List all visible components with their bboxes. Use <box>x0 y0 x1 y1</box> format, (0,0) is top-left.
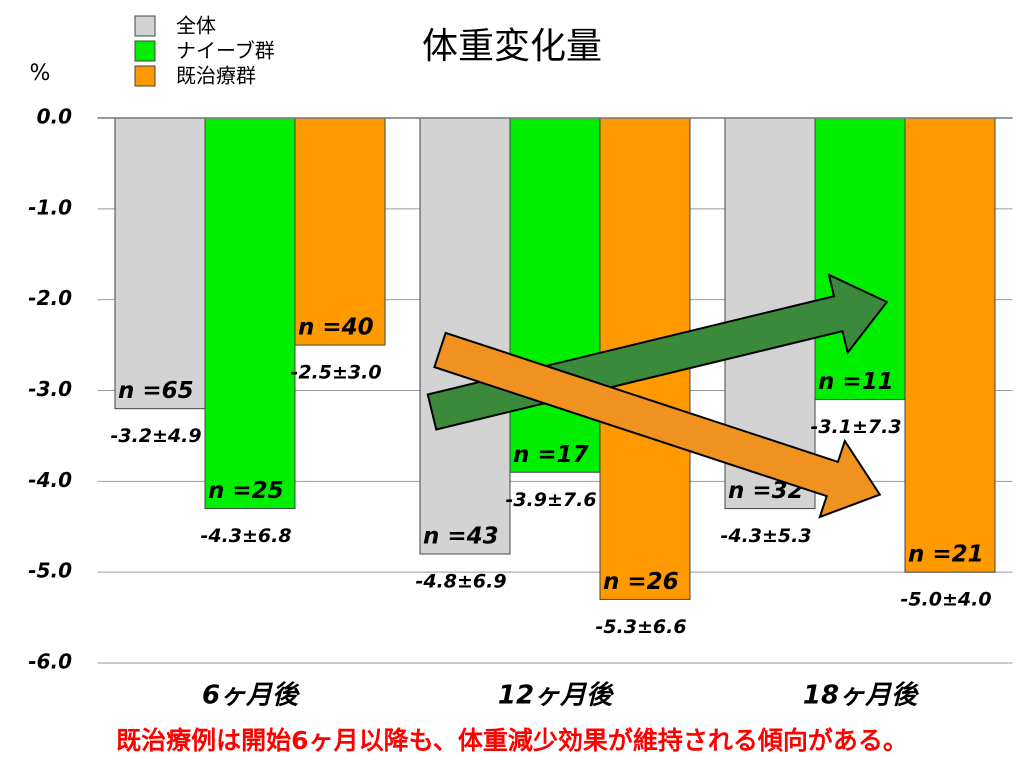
legend-label: ナイーブ群 <box>176 39 275 63</box>
x-tick-label: 6ヶ月後 <box>202 681 300 711</box>
value-label: -3.9±7.6 <box>505 489 596 511</box>
y-axis-label: % <box>30 61 51 86</box>
value-label: -5.3±6.6 <box>595 616 686 638</box>
legend-swatch <box>134 40 156 62</box>
y-tick-label: -1.0 <box>28 195 72 219</box>
y-tick-label: -5.0 <box>28 559 72 583</box>
bar <box>509 117 601 473</box>
x-tick-label: 18ヶ月後 <box>803 681 919 711</box>
value-label: -3.1±7.3 <box>810 416 901 438</box>
bar <box>114 117 206 410</box>
treated-trend-arrow <box>433 331 882 519</box>
footnote: 既治療例は開始6ヶ月以降も、体重減少効果が維持される傾向がある。 <box>116 726 908 755</box>
legend-swatch <box>134 65 156 87</box>
value-label: -4.3±5.3 <box>720 525 811 547</box>
n-label: n =43 <box>423 524 499 550</box>
n-label: n =21 <box>908 542 984 568</box>
legend-label: 既治療群 <box>176 64 256 88</box>
legend-label: 全体 <box>176 14 216 38</box>
bar <box>904 117 996 573</box>
value-label: -4.8±6.9 <box>415 571 506 593</box>
n-label: n =40 <box>298 315 374 341</box>
n-label: n =26 <box>603 569 679 595</box>
y-tick-label: 0.0 <box>37 105 73 129</box>
chart-title: 体重変化量 <box>422 26 602 67</box>
n-label: n =17 <box>513 442 589 468</box>
y-tick-label: -3.0 <box>28 377 72 401</box>
y-tick-label: -4.0 <box>28 468 72 492</box>
y-tick-label: -2.0 <box>28 286 72 310</box>
legend-swatch <box>134 15 156 37</box>
value-label: -3.2±4.9 <box>110 425 201 447</box>
value-label: -5.0±4.0 <box>900 589 991 611</box>
y-tick-label: -6.0 <box>28 650 72 674</box>
x-tick-label: 12ヶ月後 <box>498 681 614 711</box>
arrows <box>426 273 889 519</box>
value-label: -4.3±6.8 <box>200 525 291 547</box>
n-label: n =25 <box>208 478 284 504</box>
n-label: n =11 <box>818 369 894 395</box>
bar <box>204 117 296 510</box>
n-label: n =65 <box>118 378 194 404</box>
bar <box>419 117 511 555</box>
bar <box>294 117 386 346</box>
value-label: -2.5±3.0 <box>290 362 381 384</box>
bar <box>814 117 906 401</box>
